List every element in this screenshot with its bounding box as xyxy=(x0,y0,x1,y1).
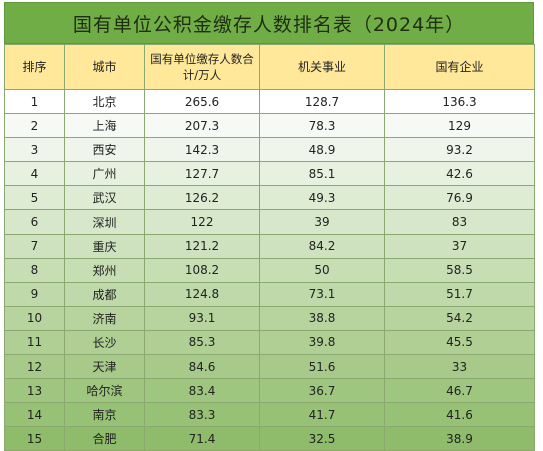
cell-gov[interactable]: 51.6 xyxy=(259,354,385,380)
cell-gov[interactable]: 41.7 xyxy=(259,402,385,428)
cell-gov[interactable]: 39.8 xyxy=(259,329,385,356)
cell-gov[interactable]: 84.2 xyxy=(259,233,385,259)
cell-city[interactable]: 南京 xyxy=(64,402,145,428)
cell-total[interactable]: 84.6 xyxy=(144,354,260,380)
cell-total[interactable]: 108.2 xyxy=(144,257,260,283)
cell-total[interactable]: 83.3 xyxy=(144,402,260,428)
cell-city[interactable]: 广州 xyxy=(64,161,145,187)
cell-rank[interactable]: 14 xyxy=(4,402,65,428)
cell-total[interactable]: 127.7 xyxy=(144,161,260,187)
cell-rank[interactable]: 15 xyxy=(4,426,65,451)
cell-city[interactable]: 武汉 xyxy=(64,185,145,211)
cell-total[interactable]: 207.3 xyxy=(144,113,260,139)
cell-rank[interactable]: 1 xyxy=(4,88,65,115)
cell-city[interactable]: 济南 xyxy=(64,305,145,331)
cell-gov[interactable]: 32.5 xyxy=(259,426,385,451)
header-city[interactable]: 城市 xyxy=(64,44,145,90)
table-row: 9 成都 124.8 73.1 51.7 xyxy=(4,281,535,307)
cell-rank[interactable]: 10 xyxy=(4,305,65,331)
cell-city[interactable]: 成都 xyxy=(64,281,145,307)
cell-rank[interactable]: 4 xyxy=(4,161,65,187)
cell-rank[interactable]: 9 xyxy=(4,281,65,307)
cell-rank[interactable]: 11 xyxy=(4,329,65,356)
table-title[interactable]: 国有单位公积金缴存人数排名表（2024年） xyxy=(4,2,534,44)
cell-soe[interactable]: 42.6 xyxy=(384,161,535,187)
cell-total[interactable]: 122 xyxy=(144,209,260,235)
cell-city[interactable]: 深圳 xyxy=(64,209,145,235)
header-gov[interactable]: 机关事业 xyxy=(259,44,385,90)
cell-total[interactable]: 265.6 xyxy=(144,88,260,115)
cell-rank[interactable]: 5 xyxy=(4,185,65,211)
cell-rank[interactable]: 7 xyxy=(4,233,65,259)
cell-soe[interactable]: 129 xyxy=(384,113,535,139)
cell-soe[interactable]: 46.7 xyxy=(384,378,535,404)
cell-soe[interactable]: 136.3 xyxy=(384,88,535,115)
cell-gov[interactable]: 38.8 xyxy=(259,305,385,331)
cell-rank[interactable]: 2 xyxy=(4,113,65,139)
table-row: 1 北京 265.6 128.7 136.3 xyxy=(4,88,535,115)
cell-soe[interactable]: 93.2 xyxy=(384,137,535,163)
table-row: 7 重庆 121.2 84.2 37 xyxy=(4,233,535,259)
table-row: 12 天津 84.6 51.6 33 xyxy=(4,354,535,380)
cell-soe[interactable]: 58.5 xyxy=(384,257,535,283)
header-rank[interactable]: 排序 xyxy=(4,44,65,90)
cell-soe[interactable]: 41.6 xyxy=(384,402,535,428)
cell-rank[interactable]: 3 xyxy=(4,137,65,163)
cell-city[interactable]: 郑州 xyxy=(64,257,145,283)
header-row: 排序 城市 国有单位缴存人数合计/万人 机关事业 国有企业 xyxy=(4,44,535,90)
cell-city[interactable]: 上海 xyxy=(64,113,145,139)
cell-city[interactable]: 合肥 xyxy=(64,426,145,451)
cell-city[interactable]: 天津 xyxy=(64,354,145,380)
cell-city[interactable]: 重庆 xyxy=(64,233,145,259)
cell-total[interactable]: 71.4 xyxy=(144,426,260,451)
ranking-table: 排序 城市 国有单位缴存人数合计/万人 机关事业 国有企业 1 北京 265.6 12… xyxy=(4,44,535,451)
cell-city[interactable]: 北京 xyxy=(64,88,145,115)
cell-soe[interactable]: 51.7 xyxy=(384,281,535,307)
header-total[interactable]: 国有单位缴存人数合计/万人 xyxy=(144,44,260,90)
cell-soe[interactable]: 83 xyxy=(384,209,535,235)
cell-total[interactable]: 121.2 xyxy=(144,233,260,259)
cell-city[interactable]: 长沙 xyxy=(64,329,145,356)
cell-total[interactable]: 83.4 xyxy=(144,378,260,404)
cell-gov[interactable]: 128.7 xyxy=(259,88,385,115)
cell-soe[interactable]: 38.9 xyxy=(384,426,535,451)
cell-soe[interactable]: 45.5 xyxy=(384,329,535,356)
cell-gov[interactable]: 85.1 xyxy=(259,161,385,187)
cell-total[interactable]: 85.3 xyxy=(144,329,260,356)
header-soe[interactable]: 国有企业 xyxy=(384,44,535,90)
cell-total[interactable]: 124.8 xyxy=(144,281,260,307)
cell-gov[interactable]: 36.7 xyxy=(259,378,385,404)
table-row: 8 郑州 108.2 50 58.5 xyxy=(4,257,535,283)
cell-total[interactable]: 126.2 xyxy=(144,185,260,211)
table-row: 2 上海 207.3 78.3 129 xyxy=(4,113,535,139)
cell-gov[interactable]: 73.1 xyxy=(259,281,385,307)
cell-rank[interactable]: 13 xyxy=(4,378,65,404)
cell-gov[interactable]: 48.9 xyxy=(259,137,385,163)
table-row: 5 武汉 126.2 49.3 76.9 xyxy=(4,185,535,211)
cell-total[interactable]: 142.3 xyxy=(144,137,260,163)
table-row: 14 南京 83.3 41.7 41.6 xyxy=(4,402,535,428)
cell-gov[interactable]: 50 xyxy=(259,257,385,283)
cell-soe[interactable]: 37 xyxy=(384,233,535,259)
cell-gov[interactable]: 39 xyxy=(259,209,385,235)
table-row: 11 长沙 85.3 39.8 45.5 xyxy=(4,329,535,356)
cell-city[interactable]: 哈尔滨 xyxy=(64,378,145,404)
cell-total[interactable]: 93.1 xyxy=(144,305,260,331)
cell-soe[interactable]: 33 xyxy=(384,354,535,380)
cell-soe[interactable]: 76.9 xyxy=(384,185,535,211)
cell-gov[interactable]: 49.3 xyxy=(259,185,385,211)
cell-rank[interactable]: 6 xyxy=(4,209,65,235)
cell-rank[interactable]: 12 xyxy=(4,354,65,380)
table-row: 3 西安 142.3 48.9 93.2 xyxy=(4,137,535,163)
table-row: 4 广州 127.7 85.1 42.6 xyxy=(4,161,535,187)
cell-soe[interactable]: 54.2 xyxy=(384,305,535,331)
cell-gov[interactable]: 78.3 xyxy=(259,113,385,139)
table-row: 15 合肥 71.4 32.5 38.9 xyxy=(4,426,535,451)
table-row: 13 哈尔滨 83.4 36.7 46.7 xyxy=(4,378,535,404)
cell-city[interactable]: 西安 xyxy=(64,137,145,163)
table-row: 10 济南 93.1 38.8 54.2 xyxy=(4,305,535,331)
table-row: 6 深圳 122 39 83 xyxy=(4,209,535,235)
cell-rank[interactable]: 8 xyxy=(4,257,65,283)
